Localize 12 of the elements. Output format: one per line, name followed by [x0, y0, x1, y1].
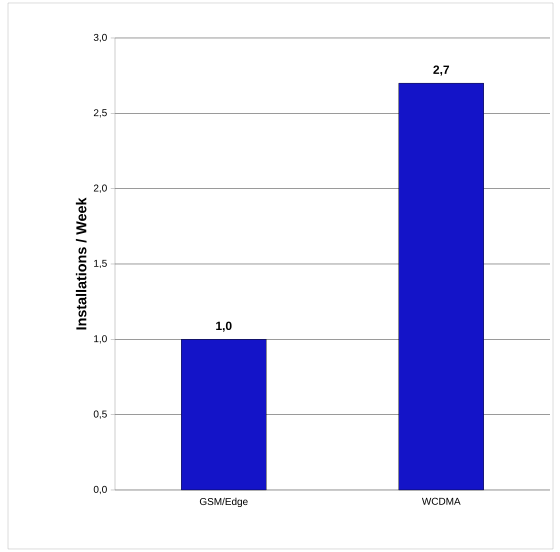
x-tick-label: GSM/Edge	[200, 498, 248, 508]
y-tick-label: 0,0	[94, 486, 107, 494]
y-tick-label: 1,5	[94, 260, 107, 268]
data-label: 1,0	[216, 322, 232, 332]
y-tick-label: 3,0	[94, 34, 107, 42]
data-label: 2,7	[433, 65, 450, 76]
y-tick-label: 2,0	[94, 184, 107, 193]
y-tick-label: 0,5	[94, 410, 107, 419]
x-tick-label: WCDMA	[422, 498, 461, 505]
y-tick-label: 2,5	[94, 109, 107, 118]
y-axis-title: Installations / Week	[76, 198, 87, 330]
y-tick-label: 1,0	[94, 335, 107, 344]
